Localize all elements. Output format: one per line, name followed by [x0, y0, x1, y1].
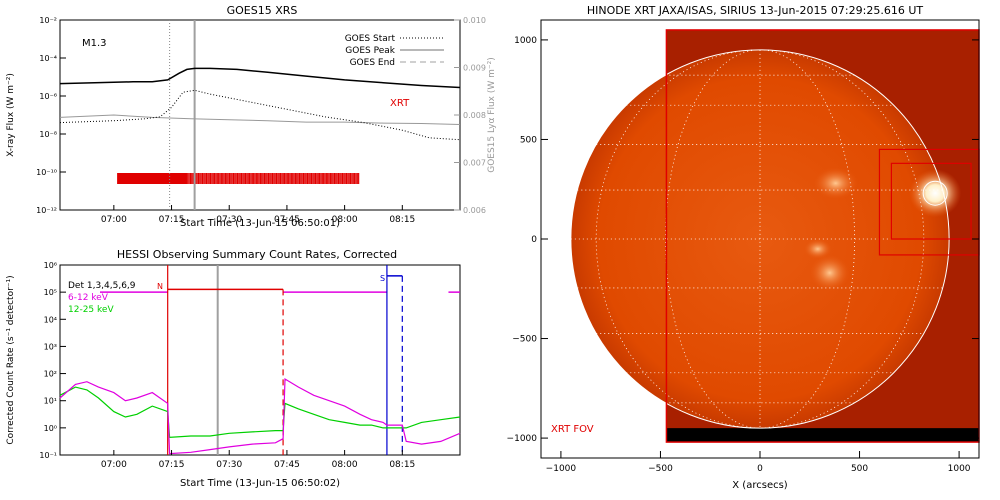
- hessi-x-axis: 07:00 07:15 07:30 07:45 08:00 08:15: [101, 450, 415, 470]
- xrt-title: HINODE XRT JAXA/ISAS, SIRIUS 13-Jun-2015…: [587, 4, 924, 17]
- xrt-x-tick-label: 0: [757, 464, 763, 474]
- hessi-title: HESSI Observing Summary Count Rates, Cor…: [117, 248, 397, 261]
- hessi-y-label: Corrected Count Rate (s⁻¹ detector⁻¹): [6, 275, 16, 444]
- xrt-y-tick-label: 500: [520, 135, 537, 145]
- hessi-y-tick-label: 10⁻¹: [39, 451, 57, 460]
- goes-x-tick-label: 07:00: [101, 215, 127, 225]
- hessi-legend: Det 1,3,4,5,6,9 6-12 keV 12-25 keV: [68, 281, 136, 315]
- goes-xrt-label: XRT: [390, 98, 410, 109]
- legend-goes-peak: GOES Peak: [345, 46, 395, 56]
- xrt-lon-line: [595, 49, 761, 429]
- goes-y-right-label: GOES15 Lyα Flux (W m⁻²): [487, 57, 497, 173]
- hessi-plot-frame: [59, 264, 461, 456]
- goes-lya-series: [59, 114, 461, 125]
- hessi-y-axis: 10⁻¹ 10⁰ 10¹ 10² 10³ 10⁴ 10⁵ 10⁶: [39, 261, 66, 460]
- goes-x-tick-label: 08:00: [332, 215, 358, 225]
- goes-x-tick-label: 07:15: [159, 215, 185, 225]
- xrt-x-tick-label: −1000: [546, 464, 577, 474]
- goes-xrs-panel: GOES15 XRS 07:00 07:15 07:30 07:45 08:00 08:1…: [6, 4, 497, 229]
- xrt-y-tick-label: −500: [512, 335, 537, 345]
- xrt-lon-line: [665, 49, 761, 429]
- hessi-y-tick-label: 10²: [44, 370, 57, 379]
- goes-y-tick-label: 10⁻⁴: [39, 54, 57, 63]
- legend-goes-start: GOES Start: [345, 34, 396, 44]
- goes-title: GOES15 XRS: [227, 4, 298, 17]
- xrt-y-tick-label: −1000: [507, 434, 538, 444]
- goes-y-axis: 10⁻¹² 10⁻¹⁰ 10⁻⁸ 10⁻⁶ 10⁻⁴ 10⁻²: [36, 16, 66, 215]
- xrt-flare-region: [909, 169, 962, 218]
- xrt-lon-line: [759, 49, 855, 429]
- goes-y-label: X-ray Flux (W m⁻²): [6, 73, 16, 157]
- xrt-x-label: X (arcsecs): [732, 480, 788, 491]
- goes-y-tick-label: 10⁻²: [39, 16, 57, 25]
- hessi-y-tick-label: 10¹: [44, 397, 57, 406]
- xrt-obs-block: [117, 173, 187, 184]
- xrt-x-tick-label: 1000: [948, 464, 971, 474]
- goes-flare-class: M1.3: [82, 38, 107, 49]
- goes-y-right-tick-label: 0.010: [463, 16, 486, 25]
- legend-hessi-det: Det 1,3,4,5,6,9: [68, 281, 136, 291]
- legend-hessi-6-12: 6-12 keV: [68, 293, 109, 303]
- hessi-night-label: N: [157, 282, 163, 291]
- goes-y-tick-label: 10⁻¹⁰: [36, 168, 57, 177]
- hessi-x-tick-label: 07:30: [216, 460, 242, 470]
- hessi-y-tick-label: 10⁰: [44, 424, 57, 433]
- xrt-bottom-mask: [666, 428, 979, 443]
- xrt-x-tick-label: −500: [648, 464, 673, 474]
- xrt-y-tick-label: 1000: [514, 36, 537, 46]
- goes-long-series: [59, 67, 461, 89]
- hessi-y-tick-label: 10³: [44, 342, 57, 351]
- xrt-solar-image: [570, 29, 979, 443]
- hessi-y-tick-label: 10⁶: [44, 261, 57, 270]
- goes-x-label: Start Time (13-Jun-15 06:50:01): [180, 218, 340, 229]
- hessi-x-tick-label: 07:00: [101, 460, 127, 470]
- xrt-active-region: [803, 238, 832, 259]
- xrt-y-tick-label: 0: [531, 235, 537, 245]
- hessi-x-tick-label: 07:15: [159, 460, 185, 470]
- xrt-x-axis: −1000 −500 0 500 1000: [546, 451, 971, 474]
- xrt-active-region: [813, 167, 858, 200]
- goes-y-tick-label: 10⁻⁶: [39, 92, 57, 101]
- hessi-plot-area: [59, 265, 461, 455]
- hessi-x-tick-label: 07:45: [274, 460, 300, 470]
- xrt-solar-disk: [570, 49, 950, 429]
- legend-hessi-12-25: 12-25 keV: [68, 305, 114, 315]
- hessi-panel: HESSI Observing Summary Count Rates, Cor…: [6, 248, 461, 489]
- goes-y-right-tick-label: 0.009: [463, 64, 486, 73]
- hessi-y-tick-label: 10⁵: [44, 288, 57, 297]
- xrt-y-axis: −1000 −500 0 500 1000: [507, 36, 979, 444]
- hessi-x-tick-label: 08:15: [389, 460, 415, 470]
- xrt-x-tick-label: 500: [851, 464, 868, 474]
- hessi-6-12-series: [59, 377, 461, 455]
- goes-y-right-axis: 0.006 0.007 0.008 0.009 0.010: [454, 16, 486, 215]
- goes-y-right-tick-label: 0.007: [463, 159, 486, 168]
- hessi-x-tick-label: 08:00: [332, 460, 358, 470]
- xrt-flare-circle: [922, 180, 948, 206]
- goes-x-axis: 07:00 07:15 07:30 07:45 08:00 08:15: [101, 205, 415, 225]
- goes-y-right-tick-label: 0.006: [463, 206, 486, 215]
- goes-x-tick-label: 07:30: [216, 215, 242, 225]
- xrt-image-panel: HINODE XRT JAXA/ISAS, SIRIUS 13-Jun-2015…: [507, 4, 980, 491]
- goes-plot-area: [59, 20, 461, 210]
- xrt-fov-label: XRT FOV: [551, 424, 594, 435]
- hessi-y-tick-label: 10⁴: [44, 315, 57, 324]
- hessi-x-label: Start Time (13-Jun-15 06:50:02): [180, 478, 340, 489]
- xrt-roi-box: [890, 162, 972, 240]
- xrt-active-region: [809, 254, 850, 291]
- goes-x-tick-label: 07:45: [274, 215, 300, 225]
- goes-y-tick-label: 10⁻⁸: [39, 130, 57, 139]
- hessi-12-25-series: [59, 386, 461, 439]
- legend-goes-end: GOES End: [350, 58, 395, 68]
- xrt-lon-line: [759, 49, 925, 429]
- goes-y-tick-label: 10⁻¹²: [36, 206, 57, 215]
- goes-y-right-tick-label: 0.008: [463, 111, 486, 120]
- goes-legend: GOES Start GOES Peak GOES End: [345, 34, 444, 68]
- hessi-saa-label: S: [380, 274, 385, 283]
- goes-x-tick-label: 08:15: [389, 215, 415, 225]
